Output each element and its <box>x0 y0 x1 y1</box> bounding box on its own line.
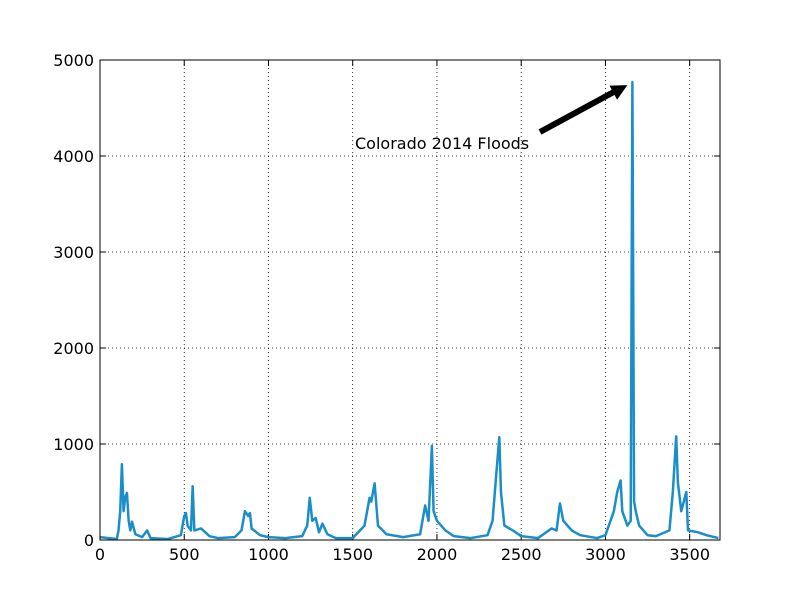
x-tick-label: 0 <box>95 545 105 564</box>
plot-frame <box>99 59 721 541</box>
x-tick-label: 3000 <box>585 545 626 564</box>
x-tick-label: 500 <box>169 545 200 564</box>
y-tick-label: 3000 <box>53 243 94 262</box>
x-tick-label: 2500 <box>501 545 542 564</box>
annotation-text: Colorado 2014 Floods <box>355 134 529 153</box>
y-tick-label: 4000 <box>53 147 94 166</box>
y-tick-label: 0 <box>84 531 94 550</box>
y-tick-label: 1000 <box>53 435 94 454</box>
x-tick-label: 1000 <box>248 545 289 564</box>
x-tick-label: 1500 <box>332 545 373 564</box>
x-tick-label: 2000 <box>417 545 458 564</box>
data-line <box>99 80 719 541</box>
y-tick-label: 5000 <box>53 51 94 70</box>
annotation-arrow <box>538 88 617 135</box>
y-tick-label: 2000 <box>53 339 94 358</box>
annotation-arrowhead <box>609 85 628 100</box>
x-tick-label: 3500 <box>669 545 710 564</box>
